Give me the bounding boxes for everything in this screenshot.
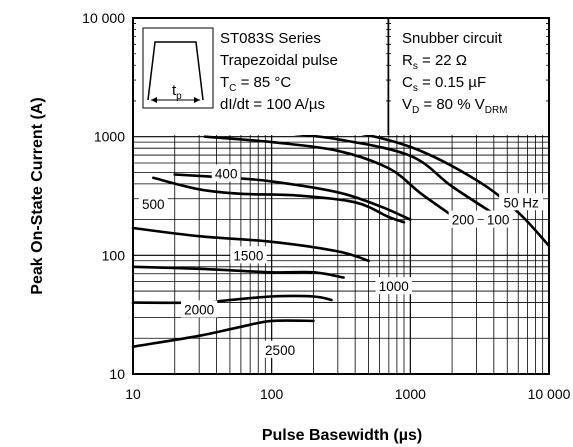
curve-label: 200 (452, 213, 475, 228)
curve-label: 50 Hz (504, 195, 540, 210)
info-snubber: Snubber circuit (402, 30, 503, 47)
curve-labels: 50 Hz 100 200 400 500 1000 1500 2000 2500 (138, 164, 544, 358)
pulse-width-label: tp (172, 82, 182, 102)
curve-label: 1000 (379, 279, 409, 294)
series-line-2000 (131, 294, 333, 305)
curve-label: 100 (487, 213, 510, 228)
info-pulse-type: Trapezoidal pulse (220, 52, 338, 69)
curve-label-group: 400 (211, 164, 241, 182)
series-line-2500 (131, 319, 315, 348)
x-tick-label: 10 000 (528, 386, 571, 402)
curve-label-group: 2500 (261, 340, 299, 358)
curve-label: 1500 (233, 248, 263, 263)
x-tick-label: 100 (260, 386, 284, 402)
series-line-500 (152, 176, 406, 224)
x-tick-label: 1000 (395, 386, 426, 402)
trapezoid-pulse-icon: tp (142, 27, 214, 109)
y-tick-label: 10 (109, 366, 125, 382)
info-didt: dI/dt = 100 A/µs (220, 96, 325, 113)
curve-label: 2500 (265, 343, 295, 358)
series-line-1500 (131, 265, 345, 279)
series-line-200 (203, 135, 460, 221)
curve-label-group: 1000 (375, 277, 413, 295)
info-box-left: tp ST083S Series Trapezoidal pulse TC = … (136, 19, 386, 135)
info-cs: Cs = 0.15 µF (402, 74, 486, 94)
curve-label: 400 (215, 166, 238, 181)
x-tick-label: 10 (125, 386, 141, 402)
series-line-400 (173, 173, 412, 221)
curve-label-group: 1500 (230, 246, 267, 263)
y-tick-label: 1000 (94, 129, 125, 145)
curve-label-group: 500 (138, 195, 168, 213)
curve-label: 500 (142, 197, 165, 212)
curve-label: 2000 (184, 302, 214, 317)
info-rs: Rs = 22 Ω (402, 52, 467, 72)
info-case-temp: TC = 85 °C (220, 74, 291, 94)
y-axis-title: Peak On-State Current (A) (29, 97, 46, 294)
curve-label-group: 2000 (180, 300, 218, 318)
y-tick-label: 10 000 (82, 10, 125, 26)
curve-label-group: 200 (448, 210, 478, 228)
info-vd: VD = 80 % VDRM (402, 96, 508, 116)
plot-frame (132, 17, 550, 375)
info-series: ST083S Series (220, 30, 321, 47)
x-axis-title: Pulse Basewidth (µs) (262, 427, 422, 444)
series-line-1000 (131, 226, 370, 263)
curve-label-group: 50 Hz (499, 193, 544, 211)
y-tick-label: 100 (102, 247, 126, 263)
info-box-right: Snubber circuit Rs = 22 Ω Cs = 0.15 µF V… (391, 19, 546, 135)
curve-label-group: 100 (483, 210, 513, 228)
